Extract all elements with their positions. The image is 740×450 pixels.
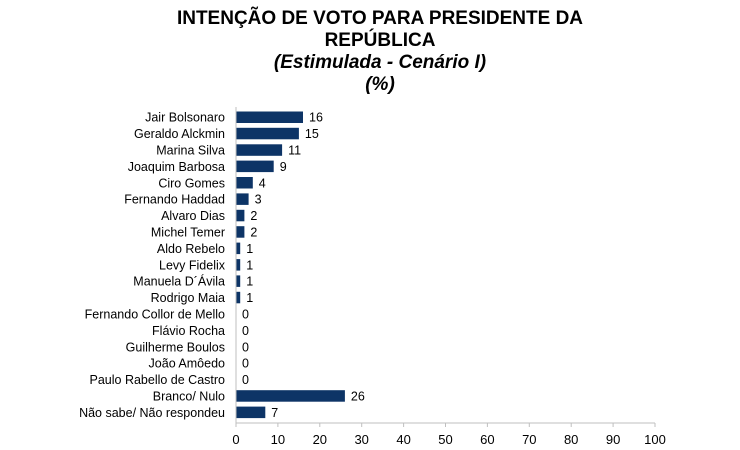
bar [236,144,283,156]
bar [236,160,274,173]
bar [236,127,299,140]
bar [236,193,249,205]
x-axis: 0 10 20 30 40 50 60 70 80 90 100 [232,107,666,447]
value-label: 2 [250,226,257,240]
bar [236,291,241,304]
category-label: Geraldo Alckmin [134,127,225,141]
value-label: 4 [259,176,266,190]
value-label: 2 [250,209,257,223]
chart-subtitle: (Estimulada - Cenário I) [273,52,487,73]
chart-title-line-1: INTENÇÃO DE VOTO PARA PRESIDENTE DA [176,8,584,29]
category-label: Flávio Rocha [152,324,225,338]
value-label: 7 [271,406,278,420]
value-label: 16 [309,111,323,125]
category-label: Fernando Collor de Mello [85,308,225,322]
category-label: Michel Temer [151,226,225,240]
value-label: 15 [305,127,319,141]
x-tick-label: 40 [396,432,410,447]
category-label: Aldo Rebelo [157,242,225,256]
value-label: 0 [242,324,249,338]
chart-unit: (%) [365,74,395,95]
category-label: Paulo Rabello de Castro [90,373,226,387]
bar [236,242,241,255]
category-label: João Amôedo [149,357,225,371]
value-label: 3 [255,193,262,207]
category-label: Rodrigo Maia [151,291,225,305]
x-tick-label: 50 [438,432,452,447]
value-label: 0 [242,340,249,354]
category-label: Manuela D´Ávila [133,274,225,289]
category-label: Alvaro Dias [161,209,225,223]
bar [236,275,241,287]
bar [236,177,253,189]
bar [236,259,241,271]
x-tick-label: 60 [480,432,494,447]
value-label: 0 [242,308,249,322]
bar [236,406,266,419]
x-tick-label: 80 [564,432,578,447]
value-label: 1 [246,258,253,272]
x-tick-label: 100 [644,432,666,447]
bar [236,226,245,238]
category-label: Ciro Gomes [158,176,225,190]
category-label: Fernando Haddad [124,193,225,207]
chart-title-block: INTENÇÃO DE VOTO PARA PRESIDENTE DA REPÚ… [0,8,740,96]
bars-group [236,111,345,419]
category-label: Branco/ Nulo [153,390,225,404]
bar [236,209,245,222]
value-label: 1 [246,242,253,256]
category-label: Guilherme Boulos [126,340,225,354]
value-label: 0 [242,357,249,371]
value-label: 26 [351,390,365,404]
category-label: Jair Bolsonaro [145,111,225,125]
category-label: Joaquim Barbosa [128,160,225,174]
x-tick-label: 0 [232,432,239,447]
category-label: Levy Fidelix [159,258,226,272]
category-label: Não sabe/ Não respondeu [79,406,225,420]
category-labels-group: Jair Bolsonaro Geraldo Alckmin Marina Silv… [79,111,226,420]
x-tick-label: 20 [313,432,327,447]
bar [236,390,345,402]
x-tick-label: 90 [606,432,620,447]
value-label: 11 [288,144,301,158]
x-tick-label: 30 [354,432,368,447]
value-label: 0 [242,373,249,387]
x-tick-label: 70 [522,432,536,447]
x-tick-label: 10 [271,432,285,447]
value-label: 1 [246,275,253,289]
chart-title-line-2: REPÚBLICA [324,30,436,51]
category-label: Marina Silva [156,144,225,158]
value-label: 9 [280,160,287,174]
bar [236,111,303,123]
value-label: 1 [246,291,253,305]
